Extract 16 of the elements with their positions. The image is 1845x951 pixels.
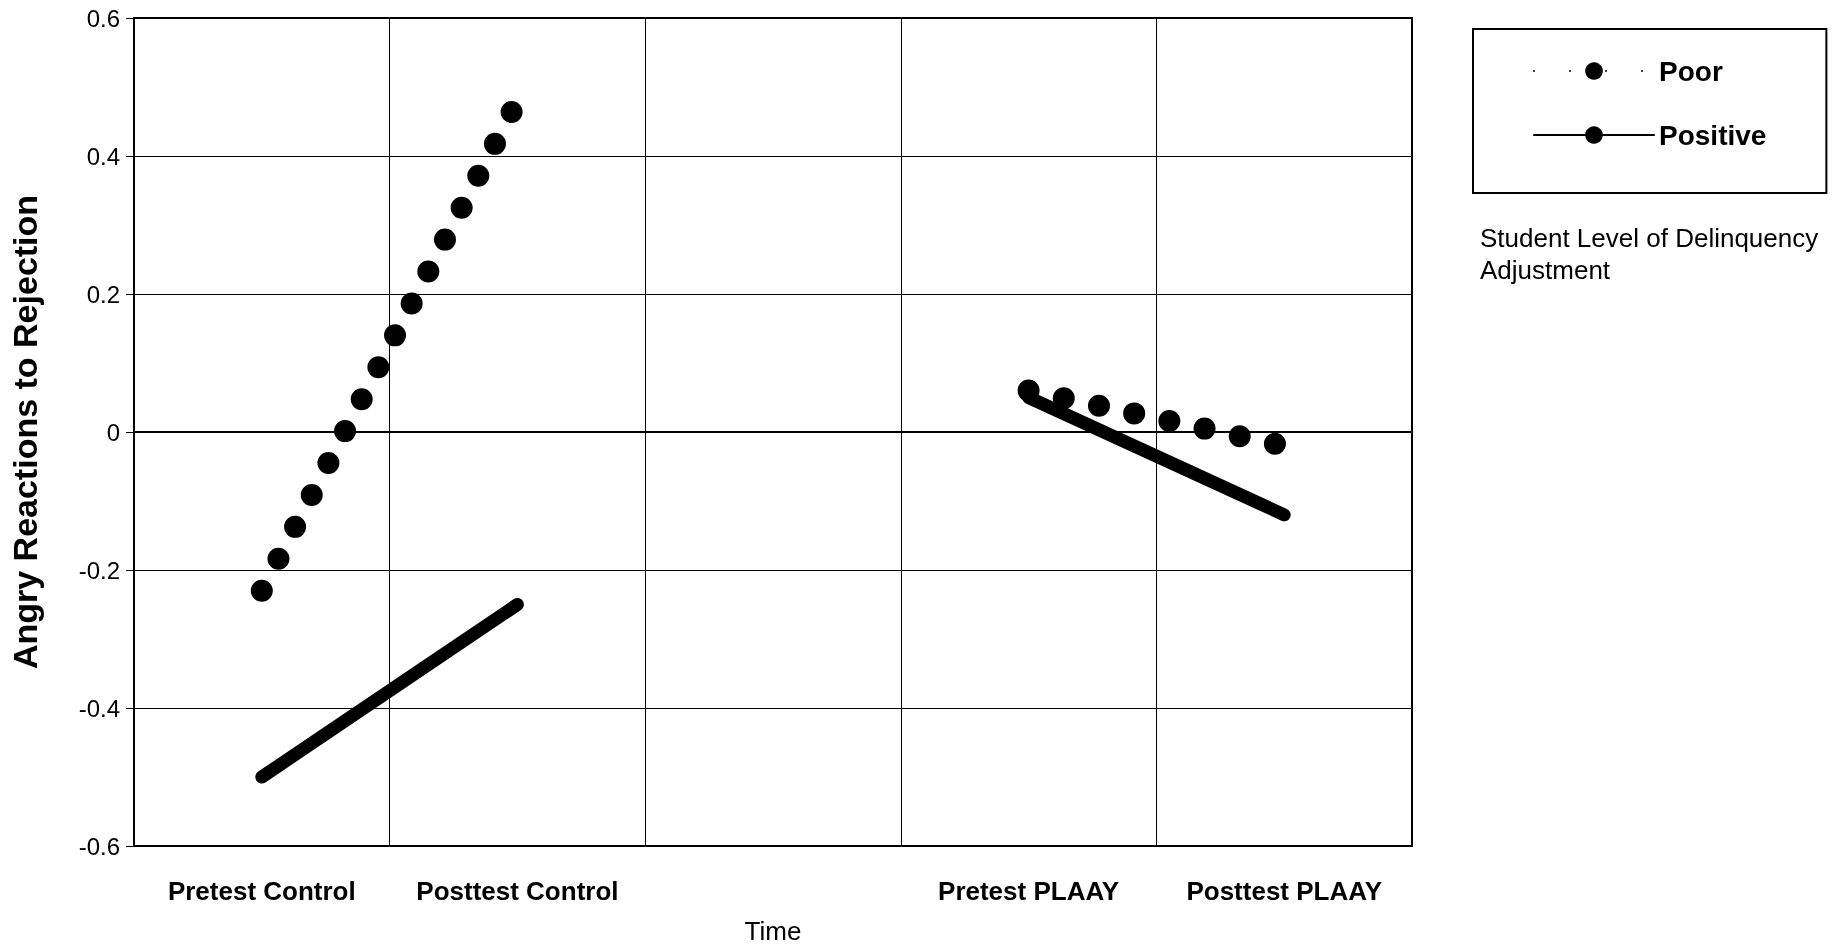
y-axis-title: Angry Reactions to Rejection [6, 194, 44, 670]
y-tick-label: 0.2 [86, 280, 120, 308]
x-tick-label: Posttest PLAAY [1186, 876, 1382, 906]
x-tick-label: Posttest Control [416, 876, 619, 906]
y-tick-label: -0.6 [78, 832, 120, 860]
legend-label: Poor [1659, 55, 1723, 87]
x-tick-label: Pretest PLAAY [938, 876, 1120, 906]
y-tick-label: 0.4 [86, 142, 120, 170]
y-tick-label: -0.4 [78, 694, 120, 722]
y-tick-label: -0.2 [78, 556, 120, 584]
x-axis-title: Time [744, 916, 802, 946]
y-tick-label: 0.6 [86, 4, 120, 32]
y-tick-label: 0 [106, 418, 120, 446]
legend-title: Student Level of Delinquency Adjustment [1480, 223, 1826, 285]
x-tick-label: Pretest Control [167, 876, 356, 906]
legend-label: Positive [1659, 119, 1767, 151]
